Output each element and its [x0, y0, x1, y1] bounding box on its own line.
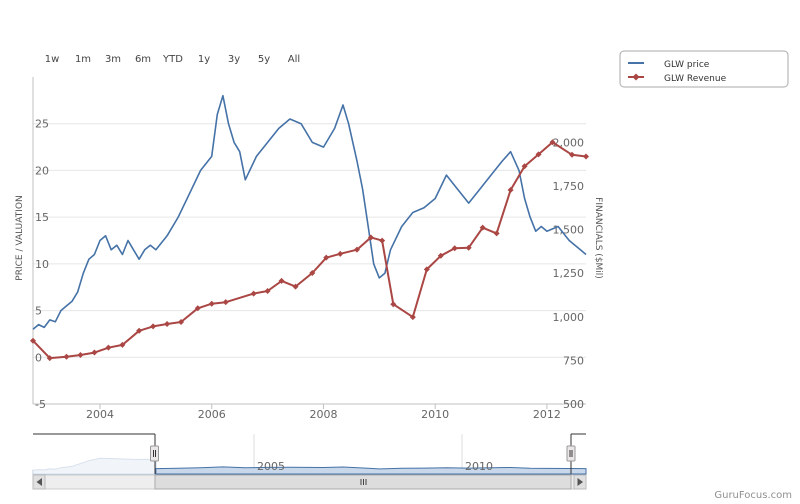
navigator-mask-left [33, 434, 155, 474]
range-button-1w[interactable]: 1w [45, 54, 60, 65]
y-left-tick-label: 20 [35, 164, 49, 177]
revenue-point[interactable] [367, 234, 374, 241]
y-right-tick-label: 500 [563, 398, 584, 411]
y-left-tick-label: 0 [35, 351, 42, 364]
y-left-tick-label: 5 [35, 305, 42, 318]
arrow-left-icon [36, 478, 42, 486]
revenue-point[interactable] [353, 246, 360, 253]
x-tick-label: 2010 [421, 408, 449, 421]
x-tick-label: 2006 [198, 408, 226, 421]
revenue-point[interactable] [208, 300, 215, 307]
revenue-point[interactable] [264, 287, 271, 294]
legend-label-glw-price[interactable]: GLW price [664, 60, 710, 70]
range-button-6m[interactable]: 6m [135, 54, 151, 65]
legend-marker-glw-revenue [632, 73, 640, 81]
navigator-tick-label: 2005 [257, 460, 285, 473]
revenue-point[interactable] [278, 277, 285, 284]
legend: GLW price GLW Revenue [619, 50, 789, 88]
y-right-tick-label: 1,500 [553, 224, 585, 237]
grid-lines [33, 123, 586, 405]
series-line-glw-price [32, 94, 587, 330]
revenue-point[interactable] [91, 349, 98, 356]
revenue-point[interactable] [379, 237, 386, 244]
y-right-axis-title: FINANCIALS ($Mil) [593, 197, 603, 279]
y-right-tick-label: 750 [563, 354, 584, 367]
navigator-handle-right[interactable] [566, 445, 576, 462]
revenue-point[interactable] [136, 327, 143, 334]
y-left-tick-label: -5 [35, 398, 46, 411]
navigator-handle-left[interactable] [150, 445, 159, 462]
revenue-point[interactable] [549, 139, 556, 146]
revenue-point[interactable] [105, 344, 112, 351]
y-left-tick-label: 10 [35, 258, 49, 271]
revenue-point[interactable] [309, 270, 316, 277]
y-right-tick-label: 2,000 [553, 136, 585, 149]
navigator-tick-labels: 2005 2010 [257, 460, 493, 473]
plot-area [33, 77, 586, 404]
x-tick-labels: 2004 2006 2008 2010 2012 [86, 404, 561, 421]
revenue-point[interactable] [465, 244, 472, 251]
y-right-tick-label: 1,000 [553, 311, 585, 324]
revenue-point[interactable] [63, 353, 70, 360]
navigator-handle-left-box[interactable] [150, 445, 159, 462]
revenue-point[interactable] [250, 290, 257, 297]
scrollbar[interactable] [32, 474, 587, 490]
revenue-point[interactable] [323, 254, 330, 261]
revenue-point[interactable] [535, 151, 542, 158]
revenue-point[interactable] [164, 320, 171, 327]
legend-label-glw-revenue[interactable]: GLW Revenue [664, 74, 727, 84]
series-line-glw-revenue [32, 141, 587, 360]
navigator-tick-label: 2010 [465, 460, 493, 473]
range-selector: 1w 1m 3m 6m YTD 1y 3y 5y All [45, 54, 300, 65]
revenue-point[interactable] [507, 187, 514, 194]
range-button-1m[interactable]: 1m [75, 54, 91, 65]
arrow-right-icon [577, 478, 583, 486]
y-left-tick-label: 25 [35, 118, 49, 131]
revenue-point[interactable] [194, 305, 201, 312]
navigator-area-outside [32, 457, 157, 475]
range-button-1y[interactable]: 1y [198, 54, 210, 65]
revenue-point[interactable] [521, 163, 528, 170]
revenue-point[interactable] [292, 283, 299, 290]
revenue-point[interactable] [46, 355, 53, 362]
range-button-ytd[interactable]: YTD [162, 54, 183, 65]
series-layer [30, 94, 589, 362]
revenue-point[interactable] [493, 230, 500, 237]
legend-box [619, 50, 789, 88]
x-tick-label: 2008 [309, 408, 337, 421]
revenue-point[interactable] [337, 250, 344, 257]
revenue-point[interactable] [390, 301, 397, 308]
revenue-point[interactable] [77, 351, 84, 358]
revenue-point[interactable] [423, 266, 430, 273]
y-right-tick-label: 1,250 [553, 267, 585, 280]
navigator[interactable]: 2005 2010 [32, 433, 587, 475]
revenue-point[interactable] [409, 314, 416, 321]
y-left-tick-label: 15 [35, 211, 49, 224]
watermark: GuruFocus.com [714, 490, 792, 501]
range-button-3y[interactable]: 3y [228, 54, 240, 65]
y-right-tick-label: 1,750 [553, 180, 585, 193]
x-tick-label: 2012 [533, 408, 561, 421]
y-left-tick-labels: -5 0 5 10 15 20 25 [35, 118, 49, 411]
revenue-point[interactable] [479, 224, 486, 231]
x-tick-label: 2004 [86, 408, 114, 421]
revenue-point[interactable] [569, 151, 576, 158]
y-right-tick-labels: 500 750 1,000 1,250 1,500 1,750 2,000 [553, 136, 585, 411]
revenue-point[interactable] [451, 245, 458, 252]
revenue-point[interactable] [150, 323, 157, 330]
revenue-point[interactable] [583, 153, 589, 160]
revenue-point[interactable] [437, 252, 444, 259]
revenue-point[interactable] [178, 319, 185, 326]
range-button-all[interactable]: All [288, 54, 300, 65]
range-button-5y[interactable]: 5y [258, 54, 270, 65]
revenue-point[interactable] [30, 337, 36, 344]
grip-icon [360, 479, 367, 485]
navigator-area-selected [155, 466, 587, 475]
y-left-axis-title: PRICE / VALUATION [15, 195, 25, 280]
revenue-point[interactable] [119, 341, 126, 348]
navigator-handle-right-box[interactable] [566, 445, 576, 462]
revenue-point[interactable] [222, 299, 229, 306]
range-button-3m[interactable]: 3m [105, 54, 121, 65]
